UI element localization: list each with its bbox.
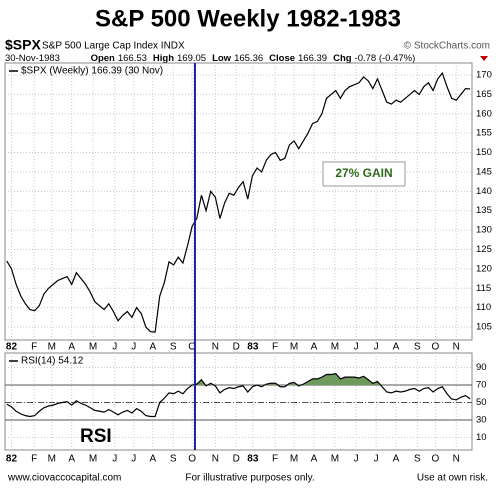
y-tick-label: 110: [476, 302, 491, 313]
x-tick-label: S: [414, 342, 421, 353]
x-tick-label: 82: [6, 454, 18, 465]
credit: © StockCharts.com: [404, 41, 490, 52]
field-value: 165.36: [234, 53, 263, 64]
y-tick-label: 30: [476, 415, 487, 426]
x-tick-label: M: [48, 342, 56, 353]
y-tick-label: 115: [476, 283, 491, 294]
x-tick-label: F: [31, 342, 37, 353]
x-tick-label: A: [149, 342, 156, 353]
x-tick-label: 82: [6, 342, 18, 353]
field-label: High: [153, 53, 174, 64]
y-tick-label: 125: [476, 244, 492, 255]
y-tick-label: 120: [476, 263, 492, 274]
x-tick-label: J: [112, 342, 117, 353]
x-tick-label: M: [331, 454, 339, 465]
y-tick-label: 145: [476, 166, 492, 177]
y-tick-label: 130: [476, 225, 492, 236]
rsi-label: RSI: [80, 426, 112, 447]
field-value: 166.53: [118, 53, 147, 64]
price-line: [6, 71, 471, 333]
quote-line: 30-Nov-1983 Open 166.53 High 169.05 Low 165.3…: [5, 53, 415, 64]
down-arrow: [480, 56, 488, 61]
x-tick-label: M: [89, 454, 97, 465]
y-tick-label: 155: [476, 128, 492, 139]
x-tick-label: 83: [247, 454, 259, 465]
x-tick-label: D: [233, 454, 240, 465]
x-tick-label: J: [354, 454, 359, 465]
x-tick-label: J: [131, 342, 136, 353]
y-tick-label: 70: [476, 380, 487, 391]
x-tick-label: A: [68, 454, 75, 465]
legend-label: $SPX (Weekly) 166.39 (30 Nov): [21, 66, 163, 77]
x-tick-label: O: [432, 342, 440, 353]
field-value: 166.39: [298, 53, 327, 64]
x-tick-label: J: [131, 454, 136, 465]
x-tick-label: M: [331, 342, 339, 353]
x-tick-label: 83: [247, 342, 259, 353]
panel: [4, 62, 473, 341]
annotation: 27% GAIN: [335, 166, 392, 180]
x-tick-label: M: [48, 454, 56, 465]
x-tick-label: J: [354, 342, 359, 353]
y-tick-label: 105: [476, 322, 492, 333]
field-value: 169.05: [177, 53, 206, 64]
legend-label: RSI(14) 54.12: [21, 356, 84, 367]
footer-note: For illustrative purposes only.: [185, 473, 314, 484]
chart-title: S&P 500 Weekly 1982-1983: [95, 5, 401, 32]
overbought-fill: [192, 373, 381, 386]
x-tick-label: S: [170, 454, 177, 465]
panel: [4, 352, 473, 451]
field-label: Open: [91, 53, 115, 64]
x-tick-label: O: [188, 342, 196, 353]
x-tick-label: J: [112, 454, 117, 465]
annotation-box: [322, 161, 406, 187]
footer-site: www.ciovaccocapital.com: [7, 473, 121, 484]
x-tick-label: A: [149, 454, 156, 465]
x-tick-label: A: [311, 454, 318, 465]
x-tick-label: N: [453, 342, 460, 353]
quote-date: 30-Nov-1983: [5, 53, 60, 64]
x-tick-label: A: [393, 454, 400, 465]
x-tick-label: S: [414, 454, 421, 465]
field-label: Close: [269, 53, 295, 64]
field-label: Chg: [333, 53, 352, 64]
x-tick-label: M: [89, 342, 97, 353]
y-tick-label: 50: [476, 397, 487, 408]
x-tick-label: M: [290, 342, 298, 353]
y-tick-label: 10: [476, 432, 487, 443]
y-tick-label: 165: [476, 89, 492, 100]
field-value: -0.78 (-0.47%): [355, 53, 416, 64]
x-tick-label: M: [290, 454, 298, 465]
price-line: [6, 372, 471, 418]
x-tick-label: O: [188, 454, 196, 465]
x-tick-label: J: [374, 454, 379, 465]
x-tick-label: F: [272, 454, 278, 465]
index-name: S&P 500 Large Cap Index INDX: [42, 41, 185, 52]
y-tick-label: 135: [476, 205, 492, 216]
y-tick-label: 160: [476, 108, 492, 119]
y-tick-label: 170: [476, 70, 492, 81]
symbol: $SPX: [5, 37, 41, 53]
x-tick-label: N: [453, 454, 460, 465]
y-tick-label: 90: [476, 362, 487, 373]
x-tick-label: N: [212, 342, 219, 353]
footer: www.ciovaccocapital.com For illustrative…: [7, 473, 488, 484]
x-tick-label: J: [374, 342, 379, 353]
y-tick-label: 140: [476, 186, 492, 197]
x-tick-label: A: [393, 342, 400, 353]
y-tick-label: 150: [476, 147, 492, 158]
x-tick-label: F: [272, 342, 278, 353]
x-tick-label: O: [432, 454, 440, 465]
x-tick-label: N: [212, 454, 219, 465]
x-tick-label: D: [233, 342, 240, 353]
field-label: Low: [212, 53, 232, 64]
x-tick-label: S: [170, 342, 177, 353]
x-tick-label: A: [68, 342, 75, 353]
x-tick-label: A: [311, 342, 318, 353]
x-tick-label: F: [31, 454, 37, 465]
footer-risk: Use at own risk.: [417, 473, 488, 484]
